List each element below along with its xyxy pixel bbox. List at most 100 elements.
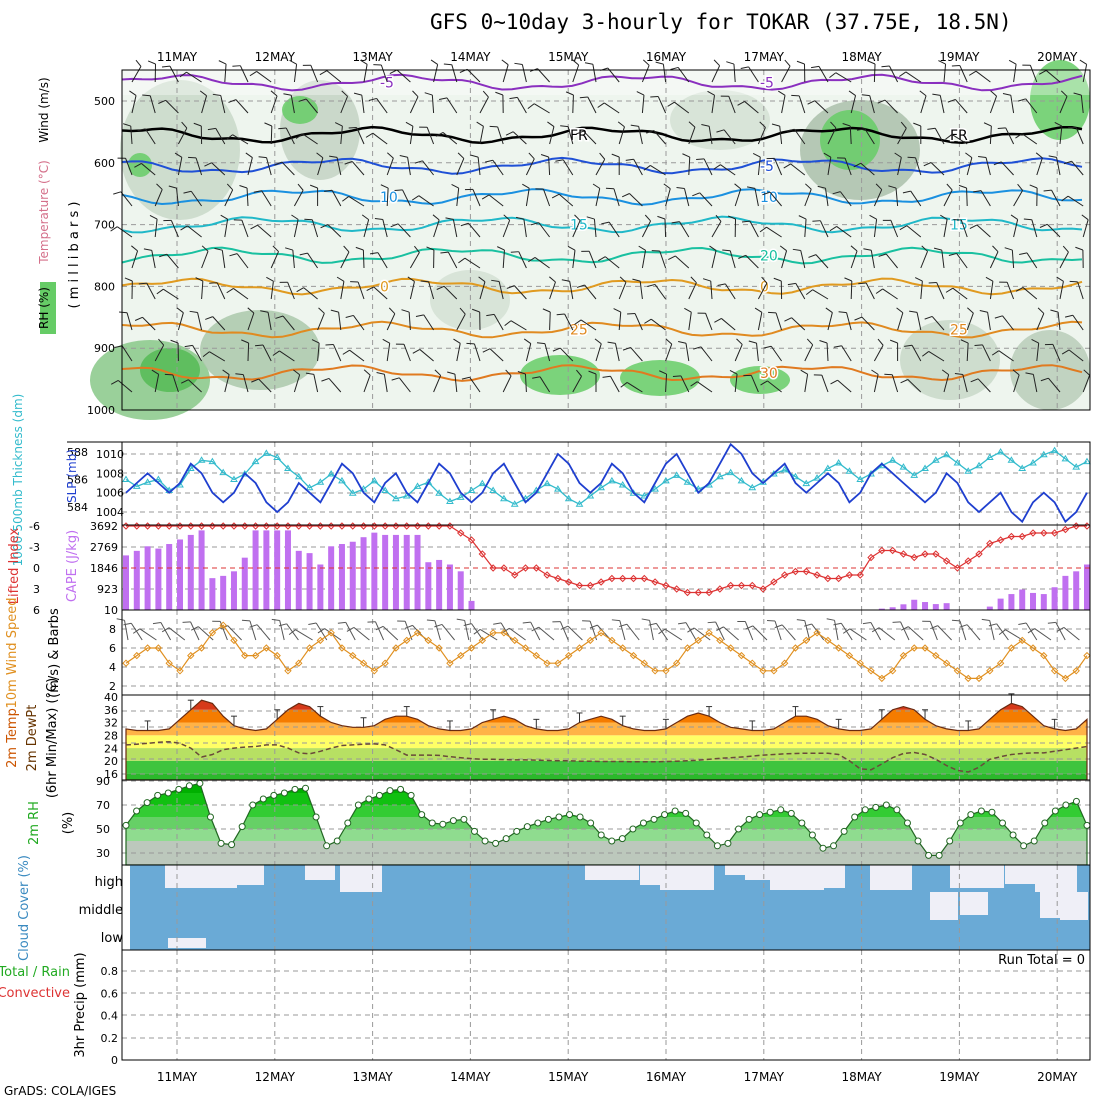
- wind-speed-marker: [986, 667, 994, 675]
- temp-band: [126, 773, 1087, 780]
- cape-bar: [1040, 594, 1047, 610]
- wind-barb: [750, 375, 759, 393]
- wind-barb-flag: [1031, 338, 1039, 344]
- wind-barb: [426, 127, 435, 145]
- wind-barb-flag: [862, 622, 871, 625]
- wind-barb-flag: [510, 251, 519, 253]
- wind-barb-flag: [965, 152, 973, 159]
- rh-ylabel-units: (%): [61, 812, 76, 835]
- wind-barb: [779, 126, 783, 145]
- wind-barb: [873, 63, 876, 83]
- cape-bar: [997, 598, 1004, 610]
- wind-barb: [665, 188, 671, 207]
- wind-barb-flag: [180, 225, 188, 231]
- wind-barb-flag: [463, 623, 472, 627]
- wind-barb-flag: [202, 351, 210, 358]
- rh-marker: [185, 782, 193, 790]
- wind-barb-flag: [119, 311, 128, 314]
- wind-barb: [302, 133, 318, 145]
- wind-barb-flag: [435, 131, 444, 137]
- wind-speed-marker: [521, 644, 530, 652]
- wind-barb-flag: [877, 338, 884, 346]
- wind-barb: [934, 128, 945, 145]
- wind-barb-flag: [374, 218, 383, 221]
- wind-barb-flag: [808, 254, 817, 258]
- wind-barb-flag: [644, 318, 652, 324]
- wind-barb: [502, 64, 509, 83]
- rh-marker: [386, 787, 394, 795]
- thickness-ytick: 584: [67, 501, 88, 514]
- wind-barb-flag: [709, 245, 717, 251]
- wind-barb: [408, 312, 411, 331]
- lifted-index-marker: [878, 546, 886, 555]
- wind-speed-marker: [932, 651, 940, 660]
- temp-ytick: 20: [104, 755, 118, 768]
- wind-barb: [641, 65, 650, 83]
- thickness-marker: [1039, 450, 1048, 458]
- cape-bar: [338, 544, 345, 610]
- wind-barb-flag: [181, 121, 188, 129]
- wind-barb-flag: [894, 152, 902, 158]
- wind-barb-flag: [552, 347, 561, 352]
- lifted-index-marker: [845, 571, 854, 579]
- wind-speed-marker: [338, 644, 346, 652]
- isotherm-label: 10: [760, 190, 778, 206]
- isotherm-label: -5: [380, 75, 394, 91]
- temp-ytick: 24: [104, 742, 118, 755]
- thickness-marker: [132, 482, 141, 489]
- rh-marker: [977, 807, 985, 815]
- wind-barb: [433, 219, 440, 238]
- wind-barb-flag: [796, 619, 805, 622]
- wind-barb: [1000, 161, 1014, 176]
- wind-barb-flag: [1010, 214, 1018, 220]
- rh-blob: [282, 96, 318, 124]
- upper-ytick: 600: [94, 157, 115, 170]
- wind-barb-flag: [113, 191, 122, 195]
- wind-barb: [939, 95, 945, 114]
- wind-barb: [966, 624, 981, 641]
- wind-barb-flag: [819, 340, 828, 344]
- wind-barb-flag: [1015, 133, 1023, 139]
- wind-barb: [452, 219, 458, 238]
- wind-barb: [303, 287, 318, 300]
- wind-speed-marker: [478, 636, 487, 645]
- wind-barb-flag: [532, 376, 541, 379]
- wind-barb-flag: [245, 152, 253, 158]
- wind-barb-flag: [388, 307, 396, 315]
- cloud-high-block: [605, 865, 635, 878]
- cloud-mid-block: [930, 892, 958, 920]
- wind-barb: [908, 626, 924, 641]
- wind-barb: [679, 221, 690, 238]
- cape-bar: [328, 546, 335, 610]
- wind-barb: [700, 346, 713, 362]
- wind-barb: [279, 350, 295, 362]
- isotherm-label: 25: [950, 323, 968, 339]
- wind-barb-flag: [430, 59, 438, 65]
- lifted-index-marker: [575, 581, 584, 590]
- wind-barb: [212, 316, 226, 331]
- wind-speed-marker: [856, 659, 864, 667]
- wind-barb: [479, 628, 498, 641]
- wind-barb-flag: [1029, 184, 1038, 189]
- wind-barb: [1021, 133, 1038, 145]
- wind-barb: [313, 374, 319, 393]
- wind-barb-flag: [589, 624, 598, 629]
- wind-barb: [837, 379, 852, 393]
- rh-marker: [861, 806, 869, 814]
- wind-speed-marker: [888, 667, 897, 675]
- wind-barb-flag: [602, 375, 611, 378]
- lifted-index-marker: [986, 539, 994, 548]
- wind-barb-flag: [771, 123, 780, 127]
- thickness-marker-group: [122, 446, 1091, 507]
- lifted-index-marker: [813, 571, 821, 579]
- wind-barb-flag: [309, 184, 318, 189]
- wind-speed-marker: [953, 667, 962, 675]
- wind-barb-flag: [293, 369, 300, 376]
- wind-barb-flag: [807, 100, 816, 105]
- wind-barb: [1025, 622, 1038, 641]
- wind-barb: [285, 127, 295, 145]
- isotherm-label: 25: [570, 323, 588, 339]
- wind-barb-flag: [161, 627, 170, 633]
- wind-barb-flag: [729, 369, 738, 375]
- wind-barb-flag: [829, 72, 837, 79]
